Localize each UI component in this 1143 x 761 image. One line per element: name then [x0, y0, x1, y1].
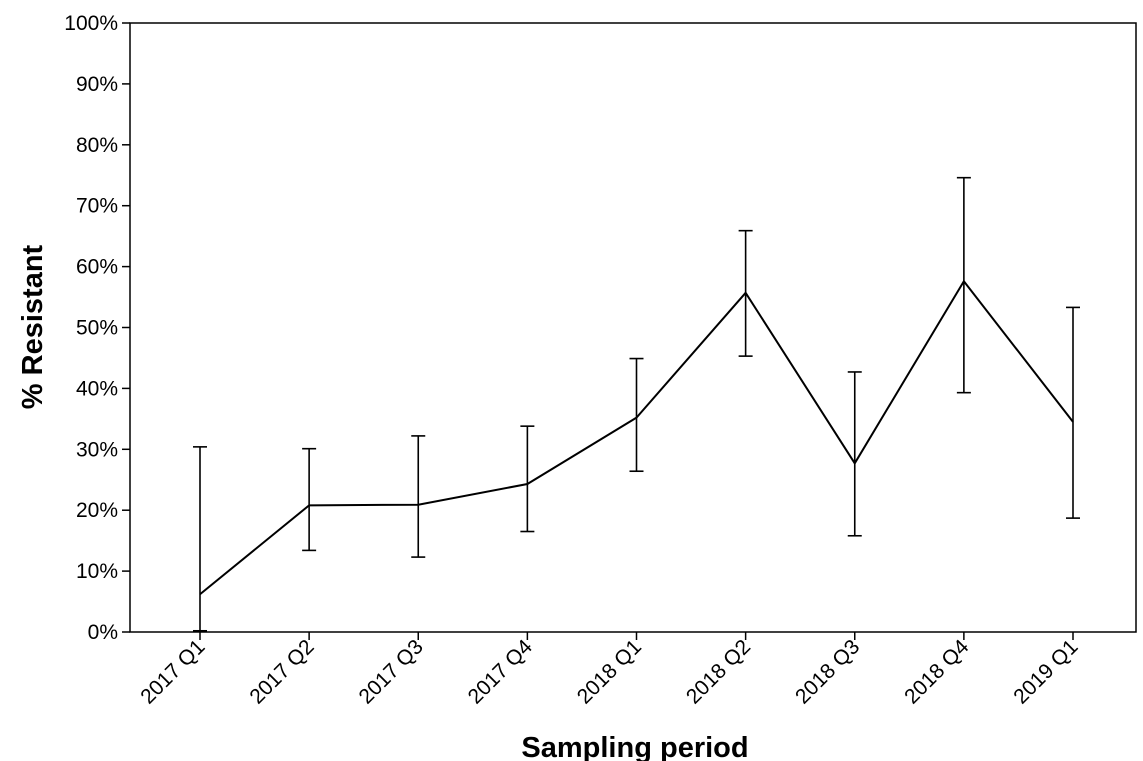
y-tick-label: 10%: [76, 560, 118, 583]
x-tick-label: 2019 Q1: [1009, 635, 1082, 708]
error-bars: [193, 176, 1080, 632]
y-tick-label: 90%: [76, 73, 118, 96]
y-tick-label: 0%: [88, 621, 118, 644]
x-tick-label: 2017 Q3: [355, 635, 428, 708]
x-tick-label: 2017 Q2: [245, 635, 318, 708]
y-tick-label: 60%: [76, 256, 118, 279]
y-tick-label: 100%: [64, 12, 118, 35]
y-axis: 0% 10% 20% 30% 40% 50% 60% 70% 80% 90% 100%: [64, 12, 130, 644]
y-tick-label: 30%: [76, 438, 118, 461]
x-tick-label: 2017 Q1: [136, 635, 209, 708]
plot-frame: [129, 22, 1137, 633]
x-tick-label: 2018 Q3: [791, 635, 864, 708]
x-tick-label: 2018 Q4: [900, 635, 973, 708]
y-axis-title: % Resistant: [17, 244, 49, 409]
y-tick-label: 70%: [76, 195, 118, 218]
series-line: [199, 279, 1074, 596]
x-tick-label: 2018 Q1: [573, 635, 646, 708]
x-axis-title: Sampling period: [521, 732, 748, 761]
y-tick-label: 80%: [76, 134, 118, 157]
y-tick-label: 50%: [76, 317, 118, 340]
y-tick-label: 40%: [76, 377, 118, 400]
y-tick-label: 20%: [76, 499, 118, 522]
x-axis: 2017 Q1 2017 Q2 2017 Q3 2017 Q4 2018 Q1 2018 …: [136, 632, 1083, 709]
x-tick-label: 2017 Q4: [464, 635, 537, 708]
x-tick-label: 2018 Q2: [682, 635, 755, 708]
